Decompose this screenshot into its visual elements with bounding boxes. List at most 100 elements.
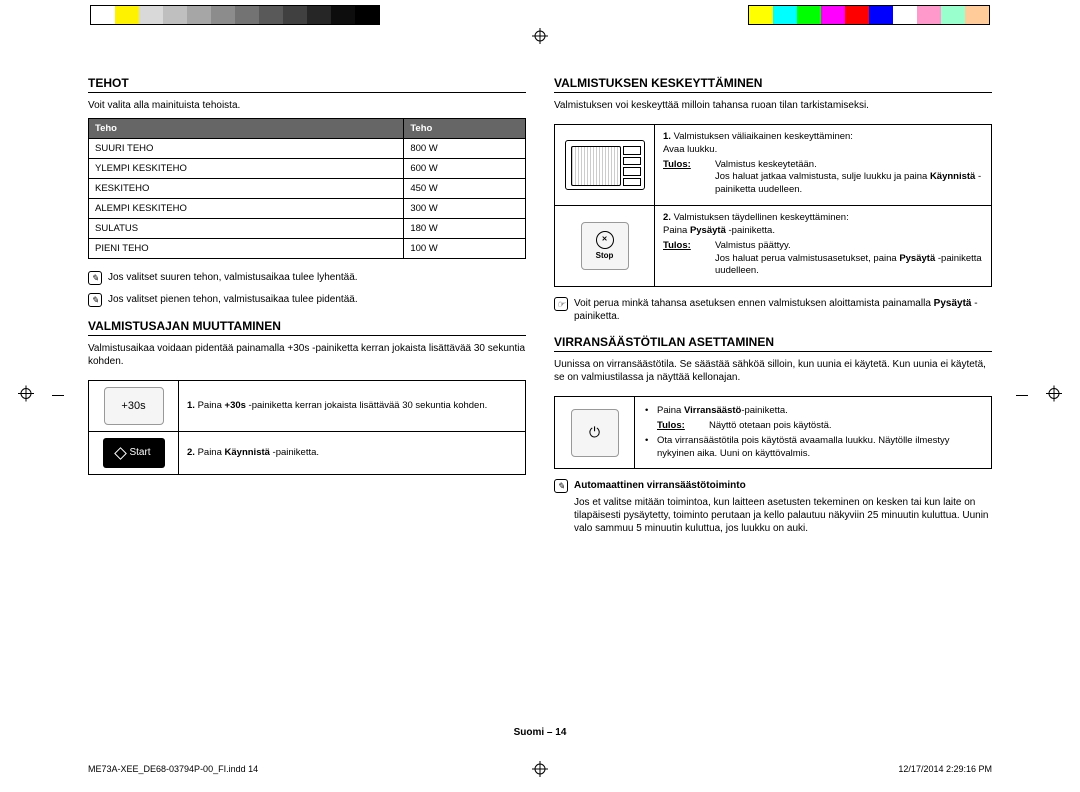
- note-icon: ✎: [554, 479, 568, 493]
- table-row: ALEMPI KESKITEHO300 W: [89, 199, 526, 219]
- note-icon: ✎: [88, 271, 102, 285]
- table-cell: SULATUS: [89, 219, 404, 239]
- virransaasto-intro: Uunissa on virransäästötila. Se säästää …: [554, 358, 992, 384]
- color-calibration-bar-right: [748, 5, 990, 25]
- registration-mark-right: [1046, 386, 1062, 407]
- table-row: Start 2. Paina Käynnistä -painiketta.: [89, 432, 526, 475]
- tulos-row: Tulos: Valmistus päättyy. Jos haluat per…: [663, 240, 983, 278]
- table-cell: 600 W: [404, 159, 526, 179]
- footer-timestamp: 12/17/2014 2:29:16 PM: [898, 764, 992, 774]
- stop-button-icon: ✕ Stop: [581, 222, 629, 270]
- valmistusajan-intro: Valmistusaikaa voidaan pidentää painamal…: [88, 342, 526, 368]
- step-num: 2.: [187, 447, 195, 458]
- table-cell: KESKITEHO: [89, 179, 404, 199]
- text: -painiketta.: [741, 405, 787, 416]
- step-text-cell: 2. Paina Käynnistä -painiketta.: [179, 432, 526, 475]
- tulos-label: Tulos:: [657, 420, 699, 433]
- microwave-panel: [623, 146, 641, 186]
- left-column: TEHOT Voit valita alla mainituista tehoi…: [88, 68, 526, 708]
- text: Valmistuksen väliaikainen keskeyttäminen…: [674, 131, 853, 142]
- stop-label: Stop: [596, 251, 614, 262]
- text-bold: Käynnistä: [225, 447, 270, 458]
- text: Valmistuksen täydellinen keskeyttäminen:: [674, 212, 849, 223]
- crop-mark: [1016, 395, 1028, 396]
- microwave-window: [571, 146, 621, 186]
- table-cell: 100 W: [404, 239, 526, 259]
- right-column: VALMISTUKSEN KESKEYTTÄMINEN Valmistuksen…: [554, 68, 992, 708]
- step-num: 1.: [663, 131, 671, 142]
- steps-table-eco: ⏻ Paina Virransäästö-painiketta. Tulos: …: [554, 396, 992, 469]
- text: Paina: [198, 447, 225, 458]
- note-row: ✎ Jos valitset pienen tehon, valmistusai…: [88, 293, 526, 307]
- color-calibration-bar-left: [90, 5, 380, 25]
- power-table: Teho Teho SUURI TEHO800 WYLEMPI KESKITEH…: [88, 118, 526, 259]
- plus30s-label: +30s: [121, 399, 145, 414]
- stop-circle-icon: ✕: [596, 231, 614, 249]
- section-title-virransaasto: VIRRANSÄÄSTÖTILAN ASETTAMINEN: [554, 335, 992, 352]
- step-text-cell: 1. Valmistuksen väliaikainen keskeyttämi…: [655, 125, 992, 206]
- table-row: ⏻ Paina Virransäästö-painiketta. Tulos: …: [555, 397, 992, 469]
- steps-table-time: +30s 1. Paina +30s -painiketta kerran jo…: [88, 380, 526, 475]
- note-icon: ✎: [88, 293, 102, 307]
- text: -painiketta.: [726, 225, 775, 236]
- table-row: PIENI TEHO100 W: [89, 239, 526, 259]
- text: Voit perua minkä tahansa asetuksen ennen…: [574, 298, 934, 309]
- tulos-row: Tulos: Näyttö otetaan pois käytöstä.: [643, 420, 983, 433]
- step-text-cell: 2. Valmistuksen täydellinen keskeyttämin…: [655, 206, 992, 287]
- step-icon-cell: ⏻: [555, 397, 635, 469]
- text: Valmistus keskeytetään.: [715, 159, 817, 170]
- text-bold: Pysäytä: [690, 225, 726, 236]
- tulos-label: Tulos:: [663, 240, 705, 278]
- text-bold: Virransäästö: [684, 405, 741, 416]
- microwave-icon: [565, 140, 645, 190]
- registration-mark-bottom: [532, 761, 548, 782]
- tulos-row: Tulos: Valmistus keskeytetään. Jos halua…: [663, 159, 983, 197]
- diamond-icon: [115, 447, 128, 460]
- table-row: +30s 1. Paina +30s -painiketta kerran jo…: [89, 381, 526, 432]
- page-content: TEHOT Voit valita alla mainituista tehoi…: [88, 68, 992, 708]
- tulos-label: Tulos:: [663, 159, 705, 197]
- text: Paina: [198, 400, 225, 411]
- tulos-text: Valmistus päättyy. Jos haluat perua valm…: [715, 240, 983, 278]
- bullet-item: Ota virransäästötila pois käytöstä avaam…: [643, 435, 983, 461]
- tehot-intro: Voit valita alla mainituista tehoista.: [88, 99, 526, 112]
- section-title-keskeyttaminen: VALMISTUKSEN KESKEYTTÄMINEN: [554, 76, 992, 93]
- page-number: Suomi – 14: [514, 727, 567, 738]
- start-label: Start: [129, 446, 150, 460]
- text: Paina: [657, 405, 684, 416]
- text: Jos haluat jatkaa valmistusta, sulje luu…: [715, 171, 930, 182]
- text: Avaa luukku.: [663, 144, 717, 155]
- start-button-icon: Start: [103, 438, 165, 468]
- section-title-valmistusajan: VALMISTUSAJAN MUUTTAMINEN: [88, 319, 526, 336]
- table-row: 1. Valmistuksen väliaikainen keskeyttämi…: [555, 125, 992, 206]
- crop-mark: [52, 395, 64, 396]
- note-row: ☞ Voit perua minkä tahansa asetuksen enn…: [554, 297, 992, 323]
- table-row: SUURI TEHO800 W: [89, 139, 526, 159]
- text: Valmistus päättyy.: [715, 240, 791, 251]
- power-th1: Teho: [89, 119, 404, 139]
- text-bold: Käynnistä: [930, 171, 975, 182]
- table-cell: ALEMPI KESKITEHO: [89, 199, 404, 219]
- table-cell: SUURI TEHO: [89, 139, 404, 159]
- text: -painiketta.: [270, 447, 319, 458]
- table-cell: 800 W: [404, 139, 526, 159]
- keskeyttaminen-intro: Valmistuksen voi keskeyttää milloin taha…: [554, 99, 992, 112]
- step-icon-cell: +30s: [89, 381, 179, 432]
- footer-filename: ME73A-XEE_DE68-03794P-00_FI.indd 14: [88, 764, 258, 774]
- note-text: Automaattinen virransäästötoiminto Jos e…: [574, 479, 992, 543]
- table-header-row: Teho Teho: [89, 119, 526, 139]
- note-row: ✎ Automaattinen virransäästötoiminto Jos…: [554, 479, 992, 543]
- step-num: 2.: [663, 212, 671, 223]
- step-text-cell: 1. Paina +30s -painiketta kerran jokaist…: [179, 381, 526, 432]
- table-row: YLEMPI KESKITEHO600 W: [89, 159, 526, 179]
- step-icon-cell: ✕ Stop: [555, 206, 655, 287]
- table-cell: PIENI TEHO: [89, 239, 404, 259]
- steps-table-stop: 1. Valmistuksen väliaikainen keskeyttämi…: [554, 124, 992, 287]
- note-text-2: Jos valitset pienen tehon, valmistusaika…: [108, 293, 526, 306]
- hand-icon: ☞: [554, 297, 568, 311]
- plus30s-button-icon: +30s: [104, 387, 164, 425]
- table-cell: YLEMPI KESKITEHO: [89, 159, 404, 179]
- note-row: ✎ Jos valitset suuren tehon, valmistusai…: [88, 271, 526, 285]
- text: Jos haluat perua valmistusasetukset, pai…: [715, 253, 899, 264]
- text-bold: Pysäytä: [899, 253, 935, 264]
